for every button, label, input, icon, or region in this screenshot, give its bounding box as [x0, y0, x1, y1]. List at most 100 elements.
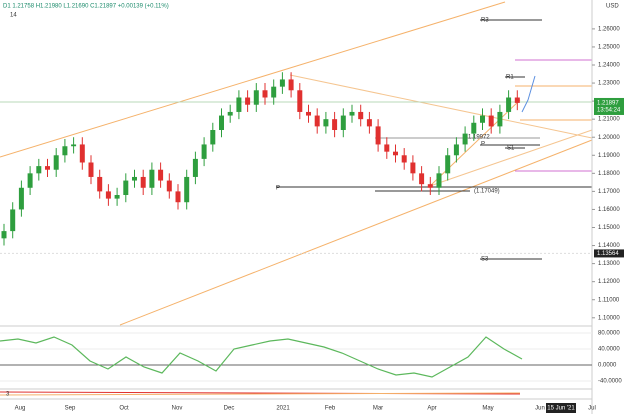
candle-body: [53, 155, 59, 170]
candle-body: [140, 176, 146, 188]
y-tick-label: 1.10000: [598, 315, 620, 321]
countdown: 13:54:24: [597, 108, 621, 114]
candle-body: [10, 209, 16, 232]
ohlc-header: D1 1.21758 H1.21980 L1.21690 C1.21897 +0…: [3, 4, 169, 10]
candle-body: [445, 155, 451, 174]
candle-body: [97, 176, 103, 192]
candle-body: [410, 162, 416, 174]
annotation: (1.17049): [474, 189, 500, 195]
x-tick-label: Mar: [373, 406, 383, 412]
date-marker-box: [546, 403, 576, 413]
osc-tick-label: 80.0000: [598, 331, 620, 337]
candle-body: [419, 173, 425, 185]
candle-body: [219, 115, 224, 130]
candle-body: [349, 111, 355, 116]
last-price: 1.21897: [597, 101, 619, 107]
candle-body: [262, 90, 268, 98]
candle-body: [480, 115, 485, 123]
y-tick-label: 1.11000: [598, 297, 620, 303]
candle-body: [393, 151, 398, 156]
candle-body: [132, 176, 137, 181]
candle-body: [332, 119, 338, 130]
candle-body: [323, 119, 329, 127]
candle-body: [45, 166, 50, 170]
y-tick-label: 1.15000: [598, 225, 620, 231]
y-tick-label: 1.14000: [598, 243, 620, 249]
x-tick-label: Aug: [15, 406, 26, 412]
candle-body: [105, 191, 111, 199]
candle-body: [1, 231, 7, 239]
last-price-box: [594, 97, 624, 115]
candle-body: [175, 191, 181, 203]
candle-body: [497, 111, 503, 127]
annotation: S3: [481, 257, 489, 263]
indicator-period: 14: [10, 13, 17, 19]
annotation: P: [276, 186, 280, 192]
x-tick-label: Jun: [535, 406, 545, 412]
osc-tick-label: 0.0000: [598, 363, 617, 369]
annotation: R3: [481, 18, 489, 24]
candle-body: [192, 158, 198, 177]
candle-body: [18, 187, 24, 210]
candle-body: [158, 169, 164, 181]
trend-line: [429, 129, 593, 187]
annotation: 1.19972: [468, 135, 490, 141]
candle-body: [149, 169, 155, 188]
y-tick-label: 1.19000: [598, 153, 620, 159]
date-marker: 15 Jun '21: [547, 406, 575, 412]
candle-body: [227, 111, 233, 116]
candle-body: [453, 144, 459, 156]
candle-body: [123, 180, 129, 195]
candle-body: [297, 90, 303, 112]
candle-body: [306, 111, 311, 116]
y-tick-label: 1.21000: [598, 117, 620, 123]
y-tick-label: 1.25000: [598, 45, 620, 51]
y-tick-label: 1.18000: [598, 171, 620, 177]
osc-tick-label: -40.0000: [598, 379, 622, 385]
trend-line: [0, 1, 506, 158]
indicator-line: [0, 392, 521, 396]
candle-body: [27, 173, 33, 188]
candle-body: [358, 111, 364, 120]
candle-body: [62, 146, 68, 156]
candle-body: [245, 97, 251, 105]
candle-body: [288, 79, 294, 91]
candle-body: [201, 144, 207, 159]
y-tick-label: 1.17000: [598, 189, 620, 195]
x-tick-label: May: [482, 406, 493, 412]
osc-tick-label: 40.0000: [598, 347, 620, 353]
projection-arrow: [521, 75, 536, 113]
candle-body: [340, 115, 346, 130]
candle-body: [471, 122, 477, 134]
x-tick-label: Apr: [427, 406, 436, 412]
y-tick-label: 1.24000: [598, 63, 620, 69]
y-tick-label: 1.23000: [598, 81, 620, 87]
y-tick-label: 1.16000: [598, 207, 620, 213]
currency: USD: [606, 4, 619, 10]
candle-body: [184, 176, 190, 203]
x-tick-label: 2021: [276, 406, 290, 412]
candle-body: [488, 115, 494, 127]
candle-body: [514, 97, 520, 103]
candle-body: [366, 119, 372, 127]
candle-body: [279, 79, 285, 87]
candle-body: [271, 86, 277, 98]
y-tick-label: 1.12000: [598, 279, 620, 285]
x-tick-label: Dec: [224, 406, 235, 412]
y-tick-label: 1.20000: [598, 135, 620, 141]
candle-body: [236, 97, 242, 112]
x-tick-label: Feb: [325, 406, 336, 412]
y-tick-label: 1.26000: [598, 26, 620, 32]
candle-body: [253, 90, 259, 105]
candle-body: [210, 130, 216, 145]
cursor-price-box: [594, 249, 624, 258]
candle-body: [436, 173, 442, 188]
candle-body: [314, 115, 320, 127]
candle-body: [79, 144, 85, 163]
annotation: S1: [507, 146, 515, 152]
trend-line: [119, 139, 593, 326]
annotation: R1: [506, 75, 514, 81]
candle-body: [506, 97, 512, 112]
candle-body: [36, 166, 42, 174]
